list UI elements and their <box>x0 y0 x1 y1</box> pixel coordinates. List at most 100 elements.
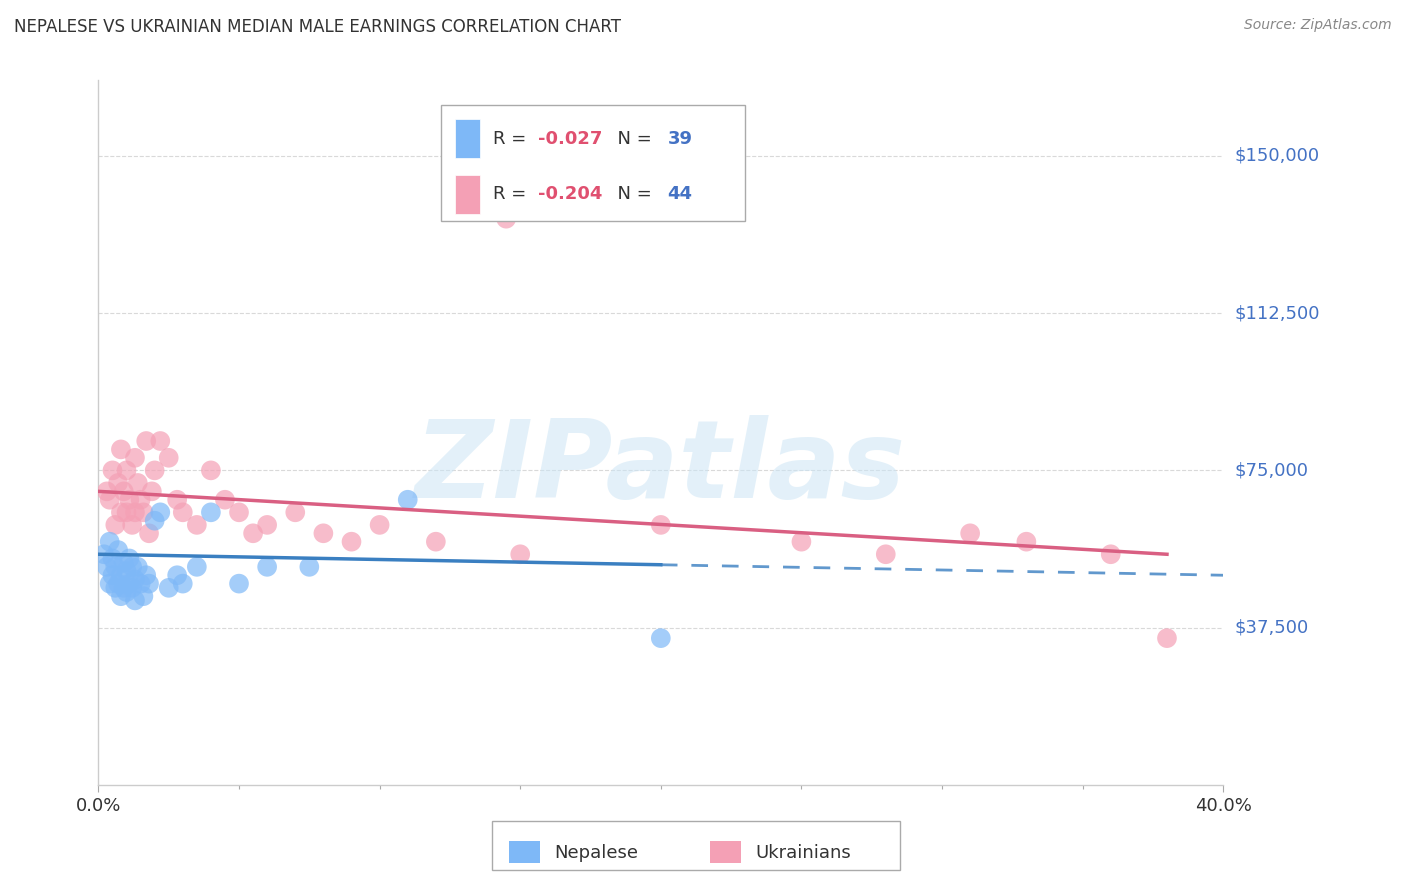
Point <box>124 593 146 607</box>
Text: -0.027: -0.027 <box>538 129 603 148</box>
Point <box>115 505 138 519</box>
Text: $150,000: $150,000 <box>1234 147 1319 165</box>
Point <box>93 547 115 561</box>
Point <box>101 463 124 477</box>
Point <box>96 484 118 499</box>
Point <box>112 556 135 570</box>
Point <box>650 631 672 645</box>
FancyBboxPatch shape <box>441 105 745 221</box>
FancyBboxPatch shape <box>456 120 479 158</box>
Text: 39: 39 <box>668 129 693 148</box>
Point <box>214 492 236 507</box>
Point <box>110 568 132 582</box>
Point <box>118 576 141 591</box>
Point <box>129 576 152 591</box>
Point <box>98 534 121 549</box>
Point <box>157 581 180 595</box>
Point <box>509 547 531 561</box>
Point <box>104 517 127 532</box>
Point <box>284 505 307 519</box>
Point <box>141 484 163 499</box>
Point <box>110 505 132 519</box>
Point <box>112 581 135 595</box>
Text: 44: 44 <box>668 186 693 203</box>
Point <box>149 434 172 448</box>
Point <box>340 534 363 549</box>
Text: R =: R = <box>494 129 533 148</box>
Point <box>200 463 222 477</box>
Point <box>124 450 146 465</box>
Point <box>1015 534 1038 549</box>
Point <box>200 505 222 519</box>
Point <box>228 505 250 519</box>
Point <box>135 434 157 448</box>
Point <box>98 492 121 507</box>
Point <box>124 573 146 587</box>
Point <box>118 551 141 566</box>
Text: Source: ZipAtlas.com: Source: ZipAtlas.com <box>1244 18 1392 32</box>
Point <box>172 505 194 519</box>
Point <box>121 581 143 595</box>
Text: N =: N = <box>606 186 657 203</box>
Point <box>959 526 981 541</box>
Point <box>101 551 124 566</box>
Point <box>138 576 160 591</box>
Point <box>135 568 157 582</box>
Point <box>1099 547 1122 561</box>
Point <box>121 559 143 574</box>
Point <box>104 581 127 595</box>
Text: $112,500: $112,500 <box>1234 304 1320 322</box>
Point <box>368 517 391 532</box>
Text: ZIPatlas: ZIPatlas <box>415 415 907 521</box>
Point <box>118 492 141 507</box>
Point <box>143 463 166 477</box>
FancyBboxPatch shape <box>456 175 479 214</box>
Point <box>101 568 124 582</box>
Point <box>115 564 138 578</box>
Point <box>228 576 250 591</box>
Text: -0.204: -0.204 <box>538 186 603 203</box>
Point <box>107 475 129 490</box>
Point <box>186 517 208 532</box>
Point <box>143 514 166 528</box>
Point <box>127 559 149 574</box>
Point <box>112 484 135 499</box>
Point <box>790 534 813 549</box>
Point <box>256 517 278 532</box>
Point <box>166 492 188 507</box>
Point <box>298 559 321 574</box>
Point <box>425 534 447 549</box>
Point <box>650 517 672 532</box>
Text: $75,000: $75,000 <box>1234 461 1309 479</box>
Point <box>132 505 155 519</box>
Point <box>149 505 172 519</box>
Text: NEPALESE VS UKRAINIAN MEDIAN MALE EARNINGS CORRELATION CHART: NEPALESE VS UKRAINIAN MEDIAN MALE EARNIN… <box>14 18 621 36</box>
Text: N =: N = <box>606 129 657 148</box>
Point <box>1156 631 1178 645</box>
Point <box>138 526 160 541</box>
Point <box>166 568 188 582</box>
Point <box>107 543 129 558</box>
Point <box>121 517 143 532</box>
Point <box>172 576 194 591</box>
Point <box>98 576 121 591</box>
Point <box>157 450 180 465</box>
Point <box>495 211 517 226</box>
Point <box>312 526 335 541</box>
Point <box>242 526 264 541</box>
Point <box>124 505 146 519</box>
Point <box>115 463 138 477</box>
Point <box>127 475 149 490</box>
Point <box>110 589 132 603</box>
Point <box>396 492 419 507</box>
Text: R =: R = <box>494 186 533 203</box>
Point <box>115 585 138 599</box>
Point <box>256 559 278 574</box>
Point <box>132 589 155 603</box>
Point <box>107 576 129 591</box>
Text: Nepalese: Nepalese <box>554 844 638 862</box>
Point <box>110 442 132 457</box>
Point <box>104 559 127 574</box>
Point <box>129 492 152 507</box>
Text: $37,500: $37,500 <box>1234 619 1309 637</box>
